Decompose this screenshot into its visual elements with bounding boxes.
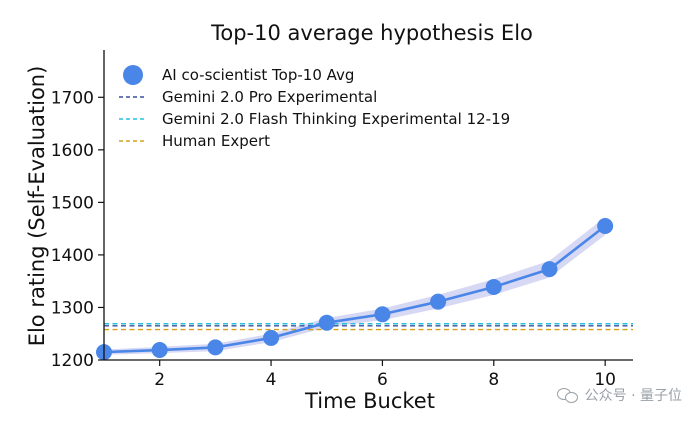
wechat-logo-icon bbox=[556, 387, 579, 403]
legend-label-3: Human Expert bbox=[162, 132, 270, 150]
x-tick-label: 8 bbox=[488, 370, 499, 390]
data-point-9 bbox=[541, 261, 558, 278]
confidence-band bbox=[104, 217, 606, 355]
legend-label-ai-co-scientist: AI co-scientist Top-10 Avg bbox=[162, 66, 354, 84]
band-layer bbox=[104, 217, 606, 355]
data-point-10 bbox=[597, 218, 614, 235]
legend-marker-ai-co-scientist bbox=[123, 65, 143, 85]
legend-label-2: Gemini 2.0 Flash Thinking Experimental 1… bbox=[162, 110, 510, 128]
y-axis-label: Elo rating (Self-Evaluation) bbox=[25, 66, 49, 347]
series-line-ai-co-scientist bbox=[103, 224, 606, 354]
x-tick-label: 4 bbox=[266, 370, 277, 390]
series-layer bbox=[96, 218, 614, 361]
x-tick-label: 10 bbox=[594, 370, 616, 390]
legend: AI co-scientist Top-10 Avg Gemini 2.0 Pro… bbox=[119, 65, 510, 150]
data-point-2 bbox=[151, 342, 168, 359]
data-point-3 bbox=[207, 339, 224, 356]
watermark-text: 公众号 · 量子位 bbox=[584, 388, 682, 404]
y-tick-label: 1400 bbox=[51, 246, 94, 266]
x-tick-label: 6 bbox=[377, 370, 388, 390]
data-point-5 bbox=[318, 314, 335, 331]
y-tick-label: 1300 bbox=[51, 298, 94, 318]
legend-label-1: Gemini 2.0 Pro Experimental bbox=[162, 88, 377, 106]
data-point-7 bbox=[430, 293, 447, 310]
data-point-8 bbox=[485, 278, 502, 295]
y-tick-label: 1500 bbox=[51, 193, 94, 213]
axes-layer: 1200 1300 1400 1500 1600 1700 2 4 6 8 10 bbox=[51, 50, 633, 390]
y-tick-label: 1200 bbox=[51, 351, 94, 371]
x-tick-label: 2 bbox=[154, 370, 165, 390]
y-tick-label: 1600 bbox=[51, 141, 94, 161]
watermark: 公众号 · 量子位 bbox=[556, 385, 682, 405]
data-point-4 bbox=[263, 329, 280, 346]
y-tick-label: 1700 bbox=[51, 88, 94, 108]
reference-lines-layer bbox=[104, 323, 633, 331]
x-axis-label: Time Bucket bbox=[304, 389, 435, 413]
data-point-6 bbox=[374, 306, 391, 323]
chart-title: Top-10 average hypothesis Elo bbox=[210, 21, 533, 45]
